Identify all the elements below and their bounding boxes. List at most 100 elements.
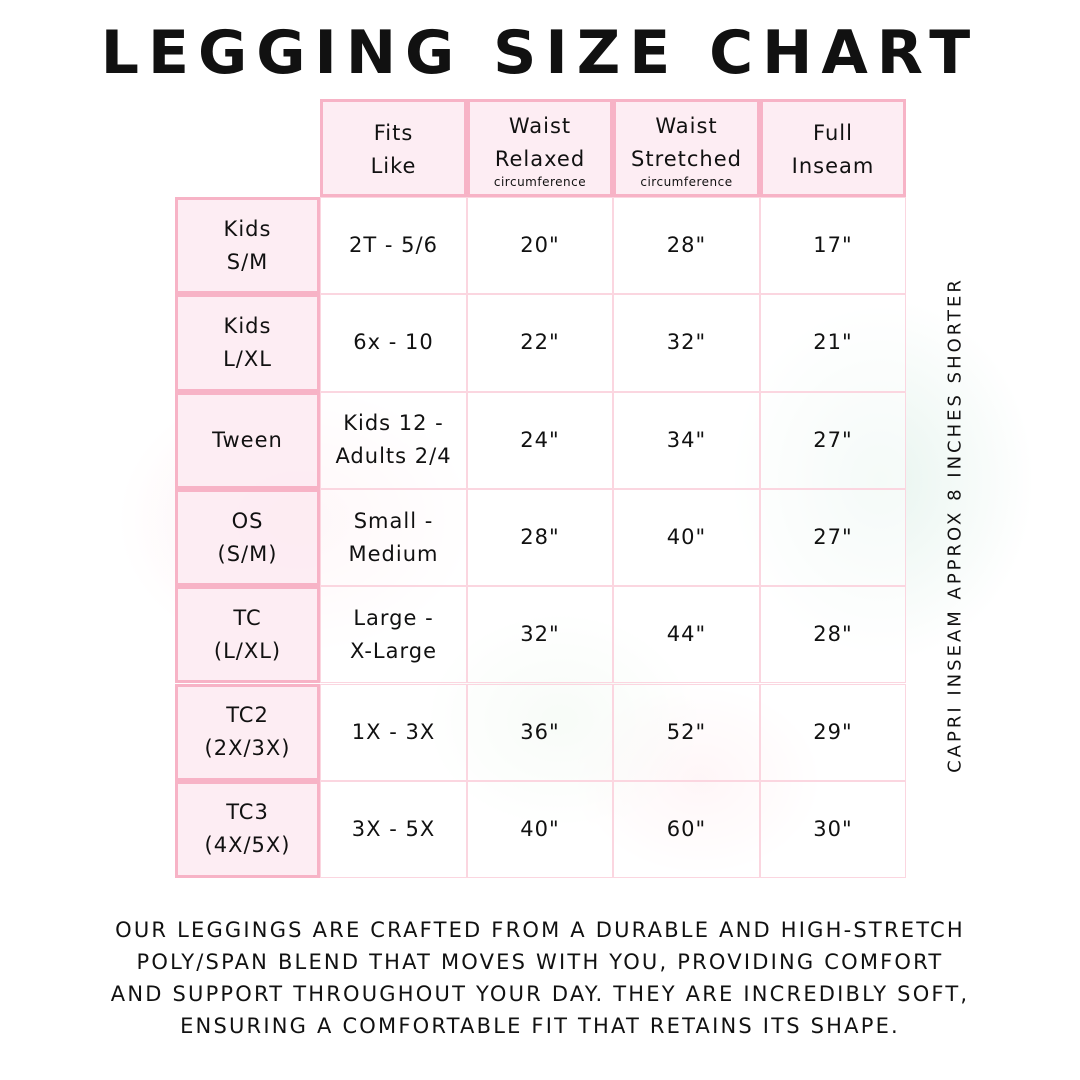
relaxed-cell: 32" [467, 586, 613, 684]
stretched-cell: 28" [613, 197, 760, 295]
cell-text: 30" [813, 816, 853, 841]
cell-text: Adults 2/4 [335, 444, 452, 469]
cell-text: (S/M) [217, 541, 278, 566]
cell-text: 52" [666, 719, 707, 744]
cell-text: Waist [655, 114, 718, 138]
fits-like-cell: Kids 12 - Adults 2/4 [320, 391, 467, 489]
inseam-cell: 29" [760, 683, 906, 781]
cell-text: S/M [226, 249, 269, 274]
stretched-cell: 52" [613, 683, 760, 781]
description-line: Our leggings are crafted from a durable … [115, 918, 965, 942]
cell-text: 22" [520, 330, 560, 355]
cell-text: Kids [223, 216, 272, 241]
relaxed-cell: 28" [467, 488, 613, 587]
cell-text: Inseam [791, 154, 875, 178]
description: Our leggings are crafted from a durable … [0, 914, 1080, 1042]
cell-text: 2T - 5/6 [349, 233, 438, 258]
relaxed-cell: 22" [467, 294, 613, 392]
row-header: Tween [175, 391, 320, 489]
column-header: Waist Stretched circumference [613, 99, 760, 197]
cell-text: (L/XL) [213, 638, 282, 663]
cell-text: Relaxed [494, 147, 586, 171]
cell-text: 17" [813, 233, 853, 258]
cell-text: (4X/5X) [204, 833, 291, 858]
relaxed-cell: 20" [467, 197, 613, 295]
cell-text: Tween [212, 427, 283, 452]
relaxed-cell: 24" [467, 391, 613, 489]
cell-text: 60" [666, 816, 707, 841]
relaxed-cell: 36" [467, 683, 613, 781]
header-subtext: circumference [493, 175, 587, 189]
cell-text: 21" [813, 330, 853, 355]
row-header: TC3 (4X/5X) [175, 780, 320, 879]
cell-text: TC2 [226, 703, 269, 728]
stretched-cell: 34" [613, 391, 760, 489]
page-title: LEGGING SIZE CHART [100, 18, 980, 88]
row-header: OS (S/M) [175, 488, 320, 587]
cell-text: OS [231, 508, 264, 533]
cell-text: 24" [520, 427, 560, 452]
cell-text: L/XL [223, 346, 272, 371]
header-subtext: circumference [640, 175, 733, 189]
cell-text: Fits [373, 121, 414, 145]
relaxed-cell: 40" [467, 780, 613, 879]
description-line: poly/span blend that moves with you, pro… [136, 950, 944, 974]
description-line: ensuring a comfortable fit that retains … [180, 1014, 900, 1038]
inseam-cell: 17" [760, 197, 906, 295]
cell-text: 20" [520, 233, 560, 258]
cell-text: 32" [520, 622, 560, 647]
row-header: Kids L/XL [175, 294, 320, 392]
fits-like-cell: 1X - 3X [320, 683, 467, 781]
column-header: Waist Relaxed circumference [467, 99, 613, 197]
cell-text: Full [813, 121, 853, 145]
cell-text: 1X - 3X [351, 719, 436, 744]
stretched-cell: 32" [613, 294, 760, 392]
cell-text: 40" [520, 816, 560, 841]
cell-text: 3X - 5X [351, 816, 436, 841]
row-header: TC2 (2X/3X) [175, 683, 320, 781]
cell-text: 44" [666, 622, 707, 647]
cell-text: X-Large [349, 638, 437, 663]
cell-text: 36" [520, 719, 560, 744]
inseam-cell: 21" [760, 294, 906, 392]
cell-text: Large - [353, 605, 434, 630]
cell-text: 6x - 10 [353, 330, 434, 355]
fits-like-cell: Large - X-Large [320, 586, 467, 684]
stretched-cell: 60" [613, 780, 760, 879]
column-header: Full Inseam [760, 99, 906, 197]
cell-text: 28" [666, 233, 707, 258]
cell-text: Kids [223, 313, 272, 338]
inseam-cell: 27" [760, 488, 906, 587]
cell-text: 34" [666, 427, 707, 452]
cell-text: 40" [666, 525, 707, 550]
cell-text: 27" [813, 525, 853, 550]
inseam-cell: 28" [760, 586, 906, 684]
cell-text: 28" [520, 525, 560, 550]
cell-text: 29" [813, 719, 853, 744]
fits-like-cell: 3X - 5X [320, 780, 467, 879]
cell-text: Waist [508, 114, 572, 138]
cell-text: 32" [666, 330, 707, 355]
cell-text: TC [233, 605, 262, 630]
cell-text: Small - [353, 508, 434, 533]
capri-note: CAPRI INSEAM APPROX 8 INCHES SHORTER [944, 277, 966, 773]
inseam-cell: 30" [760, 780, 906, 879]
cell-text: (2X/3X) [204, 736, 291, 761]
cell-text: 28" [813, 622, 853, 647]
fits-like-cell: Small - Medium [320, 488, 467, 587]
fits-like-cell: 6x - 10 [320, 294, 467, 392]
row-header: Kids S/M [175, 197, 320, 295]
column-header: Fits Like [320, 99, 467, 197]
stretched-cell: 44" [613, 586, 760, 684]
fits-like-cell: 2T - 5/6 [320, 197, 467, 295]
cell-text: Like [370, 154, 417, 178]
cell-text: Medium [348, 541, 439, 566]
inseam-cell: 27" [760, 391, 906, 489]
cell-text: Stretched [631, 147, 742, 171]
description-line: and support throughout your day. They ar… [110, 982, 970, 1006]
cell-text: Kids 12 - [343, 411, 444, 436]
cell-text: TC3 [226, 800, 269, 825]
stretched-cell: 40" [613, 488, 760, 587]
row-header: TC (L/XL) [175, 586, 320, 684]
cell-text: 27" [813, 427, 853, 452]
